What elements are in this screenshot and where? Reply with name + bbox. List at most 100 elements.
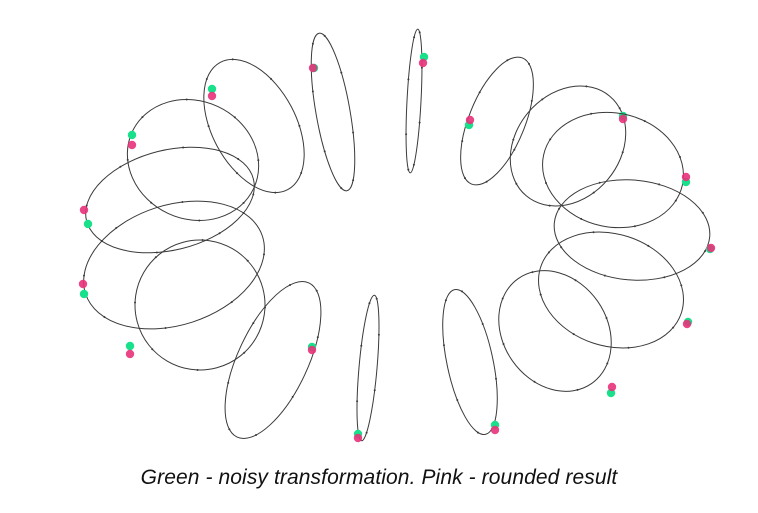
ellipse-tick	[515, 182, 518, 185]
rounded-point	[78, 279, 88, 289]
ellipse-tick	[230, 301, 233, 304]
ellipse-tick	[420, 66, 423, 69]
ellipse-diagram-canvas	[78, 28, 716, 443]
ellipse-tick	[151, 348, 154, 351]
figure-caption: Green - noisy transformation. Pink - rou…	[140, 466, 618, 489]
rounded-point	[79, 205, 89, 215]
ellipse-group	[78, 200, 265, 330]
rounded-point	[607, 382, 617, 392]
rounded-point	[681, 172, 691, 182]
ellipse-tick	[182, 146, 185, 149]
ellipse-tick	[141, 116, 144, 119]
ellipse-tick	[703, 250, 706, 253]
ellipse-group	[405, 28, 429, 174]
ellipse-group	[442, 288, 500, 436]
ellipse-tick	[663, 276, 666, 279]
ellipse-tick	[528, 62, 530, 65]
noisy-point	[83, 219, 93, 229]
ellipse-tick	[255, 434, 257, 436]
ellipse-tick	[205, 78, 208, 80]
ellipse-tick	[606, 362, 609, 365]
ellipse-curve	[134, 239, 266, 371]
ellipse-tick	[533, 380, 536, 383]
noisy-point	[127, 130, 137, 140]
ellipse-tick	[85, 204, 88, 207]
ellipse-tick	[539, 293, 542, 296]
ellipse-group	[509, 85, 628, 207]
rounded-point	[618, 114, 628, 124]
rounded-point	[207, 91, 217, 101]
ellipse-group	[203, 58, 305, 194]
ellipse-tick	[233, 116, 236, 119]
ellipse-tick	[495, 377, 497, 380]
ellipse-tick	[115, 226, 118, 229]
ellipse-curve	[203, 58, 305, 194]
ellipse-tick	[558, 207, 561, 210]
ellipse-tick	[368, 302, 371, 305]
ellipse-tick	[643, 120, 646, 123]
ellipse-tick	[633, 225, 636, 228]
ellipse-tick	[560, 246, 563, 249]
ellipse-curve	[498, 270, 612, 392]
ellipse-tick	[481, 323, 484, 325]
ellipse-tick	[418, 121, 421, 124]
noisy-point	[125, 341, 135, 351]
ellipse-tick	[316, 336, 319, 339]
ellipse-tick	[270, 77, 272, 80]
ellipse-curve	[460, 56, 534, 186]
ellipse-tick	[365, 431, 368, 434]
ellipse-tick	[585, 85, 588, 88]
ellipse-group	[79, 146, 255, 254]
ellipse-tick	[356, 400, 359, 403]
ellipse-tick	[352, 131, 355, 134]
ellipse-tick	[621, 151, 624, 154]
ellipse-tick	[407, 168, 410, 171]
ellipse-tick	[477, 431, 479, 434]
ellipse-tick	[264, 306, 266, 309]
noisy-point	[207, 84, 217, 94]
ellipse-tick	[506, 59, 509, 62]
ellipse-group	[353, 294, 380, 443]
ellipse-tick	[119, 165, 122, 168]
ellipse-tick	[231, 58, 234, 61]
ellipse-tick	[257, 159, 260, 162]
ellipse-tick	[580, 217, 583, 220]
rounded-point	[682, 319, 692, 329]
ellipse-tick	[315, 289, 318, 292]
ellipse-tick	[513, 148, 516, 151]
ellipse-tick	[154, 256, 157, 259]
noisy-point	[79, 289, 89, 299]
rounded-point	[465, 115, 475, 125]
ellipse-tick	[103, 316, 106, 318]
ellipse-curve	[538, 231, 684, 349]
ellipse-tick	[549, 138, 552, 141]
ellipse-tick	[311, 42, 314, 45]
ellipse-tick	[340, 187, 343, 190]
ellipse-tick	[242, 201, 245, 204]
ellipse-tick	[298, 124, 301, 127]
ellipse-tick	[461, 140, 464, 143]
ellipse-tick	[407, 78, 410, 81]
ellipse-tick	[413, 36, 416, 39]
ellipse-tick	[501, 297, 504, 300]
ellipse-group	[125, 239, 266, 371]
ellipse-tick	[444, 299, 447, 302]
ellipse-tick	[126, 158, 129, 161]
ellipse-tick	[478, 91, 481, 94]
ellipse-tick	[198, 219, 201, 222]
rounded-point	[307, 345, 317, 355]
ellipse-tick	[461, 290, 463, 293]
ellipse-tick	[405, 133, 408, 136]
ellipse-group	[542, 111, 691, 229]
ellipse-tick	[603, 274, 606, 277]
ellipse-curve	[224, 281, 322, 439]
ellipse-tick	[375, 297, 378, 300]
ellipse-group	[126, 98, 260, 222]
ellipse-tick	[83, 274, 85, 277]
ellipse-tick	[373, 389, 376, 392]
ellipse-tick	[155, 251, 158, 254]
ellipse-tick	[185, 98, 188, 101]
ellipse-tick	[598, 181, 601, 184]
ellipse-tick	[647, 244, 650, 247]
ellipse-tick	[218, 232, 221, 235]
